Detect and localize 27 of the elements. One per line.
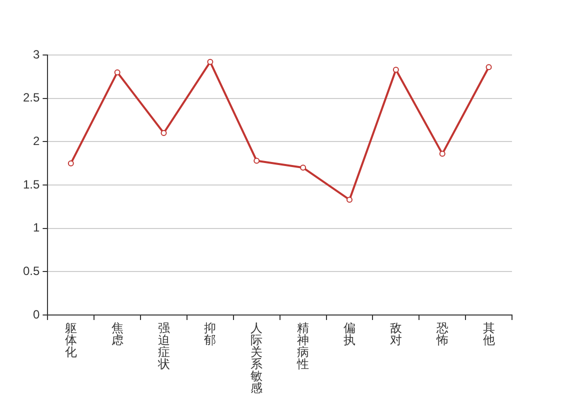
x-tick-label: 人际关系敏感: [250, 321, 263, 396]
x-tick-label: 其他: [482, 321, 495, 348]
point: [392, 66, 399, 73]
point: [300, 164, 306, 171]
x-tick-label: 抑郁: [204, 321, 216, 348]
y-tick-label: 3: [32, 47, 40, 62]
point: [346, 196, 352, 203]
point: [254, 158, 260, 164]
point: [114, 69, 120, 76]
point: [486, 64, 492, 70]
x-tick-label: 精神病性: [296, 321, 310, 372]
y-tick-label: 2.5: [22, 90, 40, 105]
x-tick-label: 恐怖: [435, 321, 448, 348]
x-tick-label: 焦虑: [111, 321, 124, 348]
point: [160, 130, 167, 136]
x-tick-label: 躯体化: [64, 321, 77, 360]
x-tick-label: 敌对: [390, 321, 402, 348]
x-tick-label: 强迫症状: [156, 321, 170, 372]
point: [207, 58, 214, 65]
y-tick-label: 0.5: [22, 264, 40, 278]
y-tick-label: 1: [32, 220, 40, 235]
y-tick-label: 1.5: [22, 177, 40, 192]
point: [439, 150, 446, 157]
y-tick-label: 2: [32, 134, 40, 148]
point: [68, 160, 74, 166]
x-tick-label: 偏执: [343, 321, 356, 348]
y-tick-label: 0: [32, 307, 40, 322]
